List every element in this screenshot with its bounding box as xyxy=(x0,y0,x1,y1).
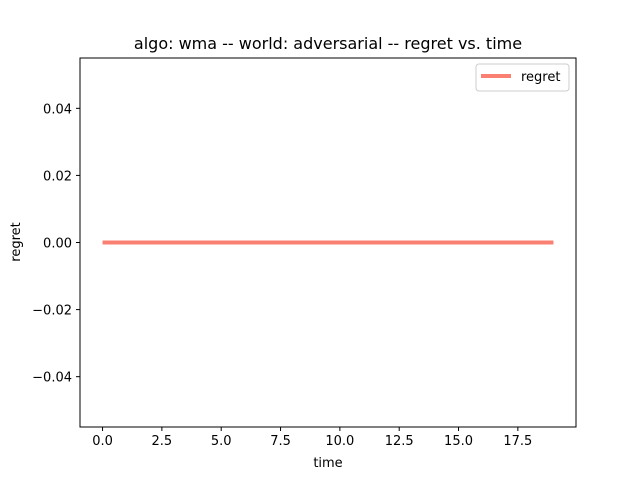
y-tick-label: −0.04 xyxy=(32,371,72,386)
y-axis-ticks: −0.04 −0.02 0.00 0.02 0.04 xyxy=(32,102,80,386)
y-tick-label: 0.00 xyxy=(43,237,72,252)
x-tick-label: 2.5 xyxy=(152,434,173,449)
y-axis-label: regret xyxy=(9,222,24,261)
chart-title: algo: wma -- world: adversarial -- regre… xyxy=(134,34,522,53)
x-tick-label: 0.0 xyxy=(92,434,113,449)
x-axis-label: time xyxy=(313,456,342,471)
y-tick-label: −0.02 xyxy=(32,304,72,319)
x-tick-label: 15.0 xyxy=(444,434,473,449)
x-axis-ticks: 0.0 2.5 5.0 7.5 10.0 12.5 15.0 17.5 xyxy=(92,427,532,449)
x-tick-label: 5.0 xyxy=(211,434,232,449)
y-tick-label: 0.02 xyxy=(43,169,72,184)
y-tick-label: 0.04 xyxy=(43,102,72,117)
legend-box xyxy=(475,63,570,92)
x-tick-label: 10.0 xyxy=(325,434,354,449)
legend-label-regret: regret xyxy=(521,70,560,85)
x-tick-label: 7.5 xyxy=(270,434,291,449)
x-tick-label: 12.5 xyxy=(385,434,414,449)
x-tick-label: 17.5 xyxy=(503,434,532,449)
legend: regret xyxy=(475,63,570,92)
